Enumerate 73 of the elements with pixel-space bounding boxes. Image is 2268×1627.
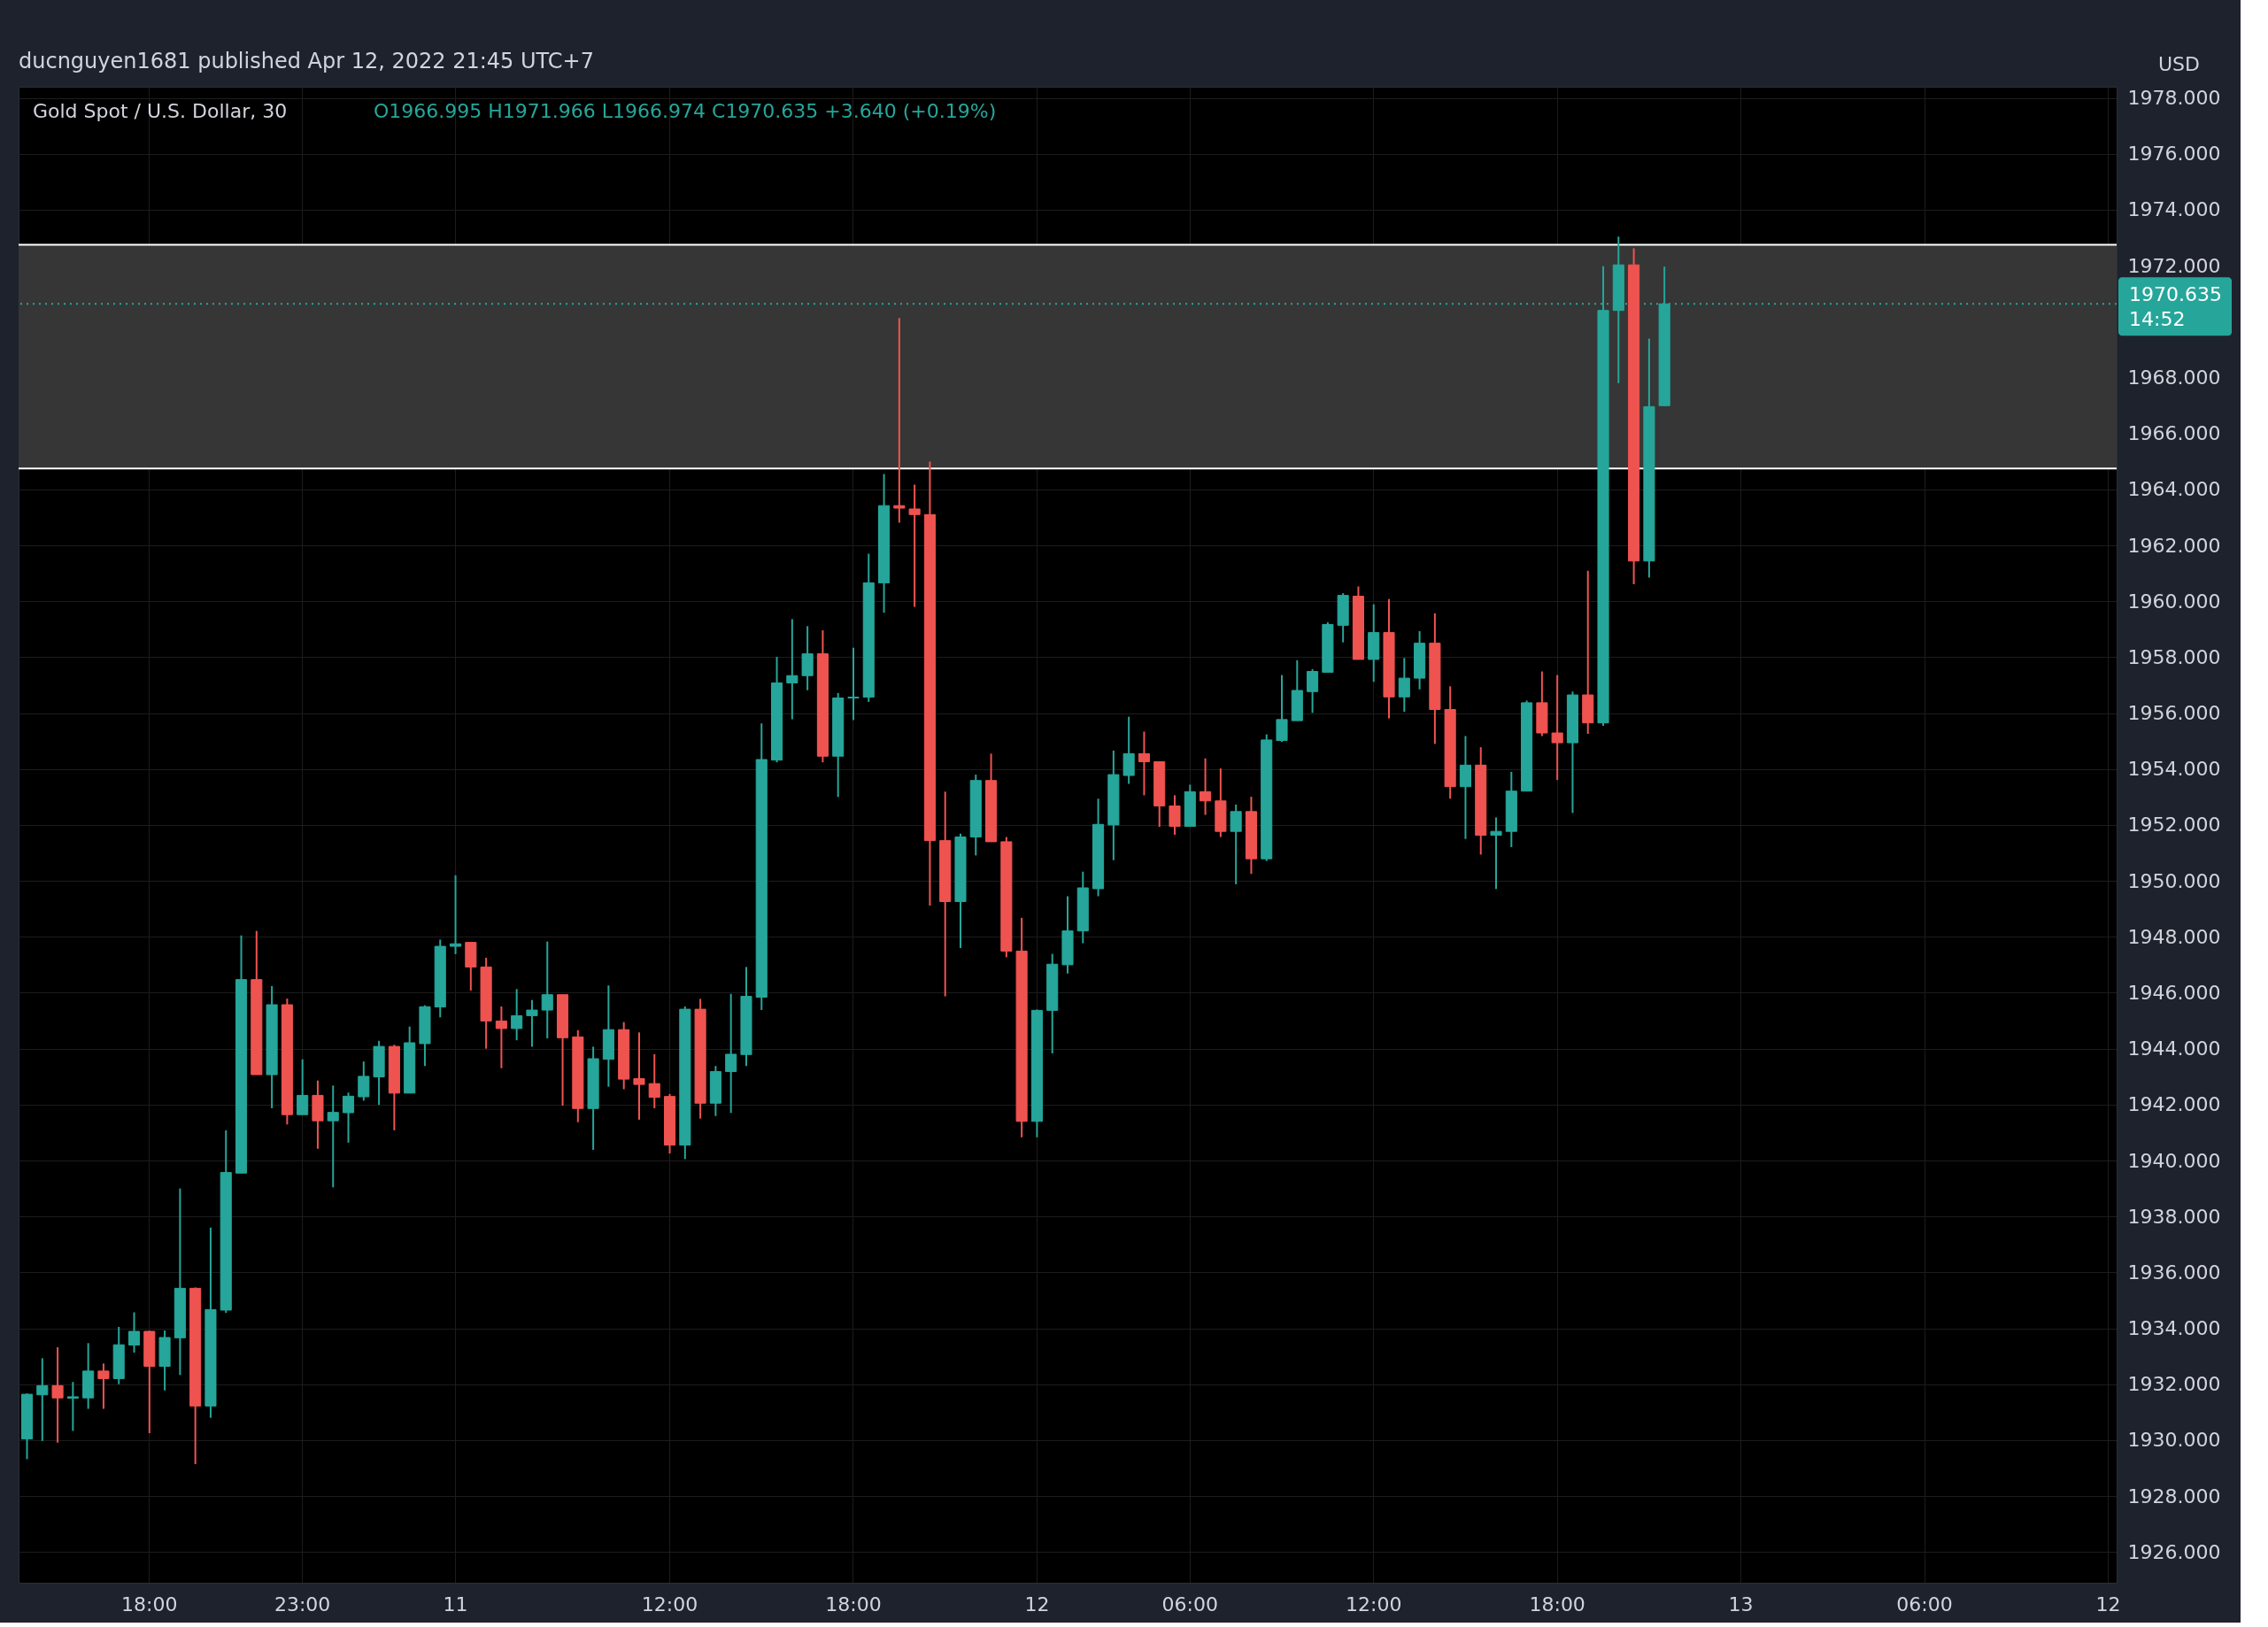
candlestick <box>495 1005 507 1069</box>
y-tick-label: 1926.000 <box>2127 1540 2221 1563</box>
x-tick-label: 11 <box>443 1592 468 1615</box>
candlestick <box>66 1381 79 1432</box>
y-tick-label: 1950.000 <box>2127 869 2221 892</box>
y-tick-label: 1930.000 <box>2127 1429 2221 1452</box>
candlestick <box>511 988 523 1042</box>
candlestick <box>725 992 737 1114</box>
y-tick-label: 1942.000 <box>2127 1093 2221 1116</box>
y-tick-label: 1954.000 <box>2127 758 2221 781</box>
x-tick-label: 12:00 <box>641 1592 698 1615</box>
y-tick-label: 1952.000 <box>2127 814 2221 837</box>
candlestick <box>541 940 553 1039</box>
y-tick-label: 1976.000 <box>2127 143 2221 166</box>
x-tick-label: 12 <box>2095 1592 2121 1615</box>
x-tick-label: 13 <box>1728 1592 1754 1615</box>
candlestick <box>1169 794 1181 836</box>
candlestick <box>97 1362 110 1410</box>
candlestick <box>908 483 921 608</box>
y-tick-label: 1966.000 <box>2127 422 2221 445</box>
candlestick <box>358 1060 370 1102</box>
y-tick-label: 1956.000 <box>2127 702 2221 725</box>
x-tick-label: 06:00 <box>1161 1592 1218 1615</box>
y-tick-label: 1938.000 <box>2127 1205 2221 1228</box>
candlestick <box>1490 816 1502 891</box>
y-tick-label: 1964.000 <box>2127 478 2221 501</box>
y-tick-label: 1962.000 <box>2127 534 2221 557</box>
x-tick-label: 12:00 <box>1346 1592 1402 1615</box>
candlestick <box>1307 667 1319 714</box>
candlestick <box>36 1357 49 1442</box>
y-tick-label: 1960.000 <box>2127 590 2221 613</box>
text: O1966.995 H1971.966 L1966.974 C1970.635 +3.640 (+0.19%) <box>374 100 997 122</box>
y-tick-label: 1948.000 <box>2127 925 2221 948</box>
y-tick-label: 1944.000 <box>2127 1037 2221 1060</box>
text: ducnguyen1681 published Apr 12, 2022 21:45 UTC+7 <box>19 49 594 73</box>
candlestick <box>1138 730 1150 797</box>
candlestick <box>1551 674 1563 782</box>
y-tick-label: 1940.000 <box>2127 1149 2221 1172</box>
x-tick-label: 12 <box>1024 1592 1050 1615</box>
candlestick <box>1200 757 1212 816</box>
candlestick <box>342 1091 355 1144</box>
x-tick-label: 23:00 <box>274 1592 331 1615</box>
candlestick <box>1276 674 1288 744</box>
x-tick-label: 18:00 <box>121 1592 178 1615</box>
ref-line-label: 1970.635 14:52 <box>2129 283 2222 331</box>
x-tick-label: 18:00 <box>825 1592 882 1615</box>
y-axis-title: USD <box>2157 52 2201 75</box>
text: Gold Spot / U.S. Dollar, 30 <box>33 100 288 122</box>
candlestick <box>526 999 538 1048</box>
x-tick-label: 06:00 <box>1896 1592 1953 1615</box>
y-tick-label: 1968.000 <box>2127 366 2221 389</box>
candlestick <box>633 1031 645 1121</box>
y-tick-label: 1932.000 <box>2127 1373 2221 1396</box>
y-tick-label: 1958.000 <box>2127 645 2221 668</box>
candlestick <box>51 1346 64 1444</box>
candlestick <box>327 1084 339 1189</box>
candlestick <box>648 1053 660 1109</box>
candlestick <box>1398 657 1410 713</box>
y-tick-label: 1974.000 <box>2127 198 2221 221</box>
y-tick-label: 1946.000 <box>2127 981 2221 1004</box>
y-tick-label: 1972.000 <box>2127 254 2221 277</box>
candlestick <box>127 1311 141 1354</box>
candlestick <box>449 874 462 955</box>
y-tick-label: 1934.000 <box>2127 1317 2221 1340</box>
x-tick-label: 18:00 <box>1529 1592 1585 1615</box>
y-tick-label: 1978.000 <box>2127 87 2221 110</box>
y-tick-label: 1928.000 <box>2127 1484 2221 1507</box>
y-tick-label: 1936.000 <box>2127 1261 2221 1284</box>
candlestick <box>297 1058 309 1116</box>
candlestick <box>893 317 906 524</box>
candlestick <box>1230 803 1242 885</box>
candlestick <box>786 618 798 721</box>
candlestick <box>847 646 860 721</box>
